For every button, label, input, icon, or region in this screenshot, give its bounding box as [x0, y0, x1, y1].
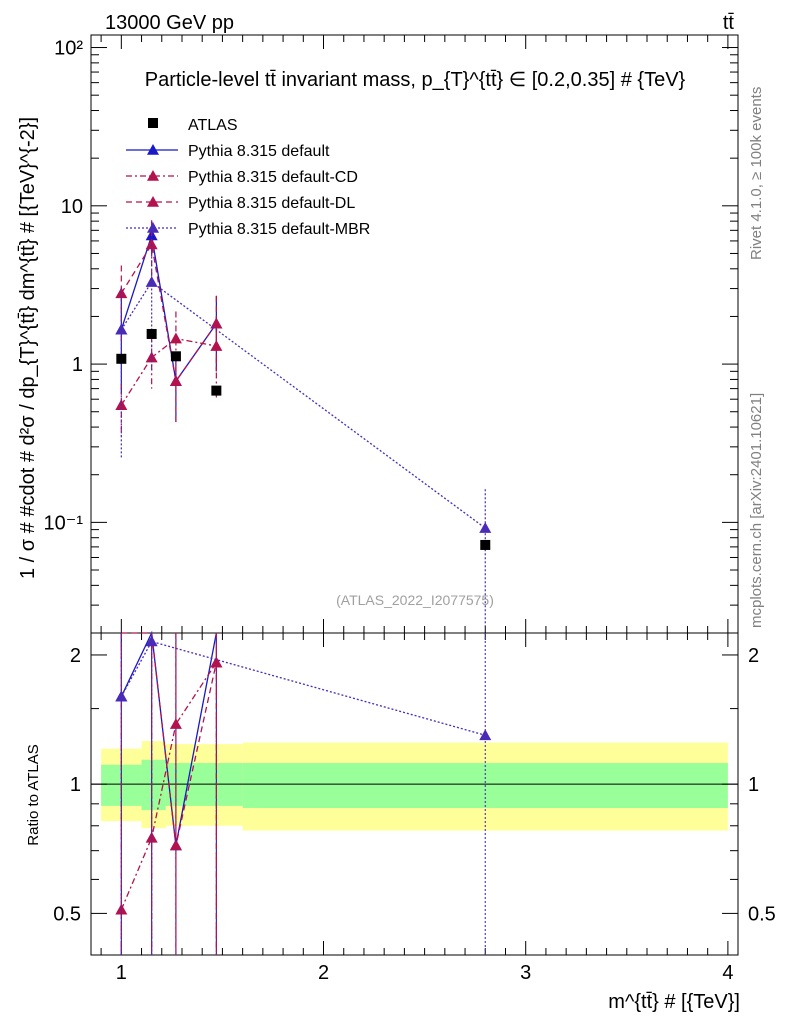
series-3-ratio-line — [120, 640, 486, 736]
series-2-ratio-marker — [210, 656, 223, 668]
ratio-y-tick-label: 0.5 — [53, 903, 81, 925]
main-series-layer — [115, 220, 492, 627]
series-1-line — [120, 337, 217, 406]
legend-marker-series-0 — [147, 144, 159, 155]
legend-marker-series-1 — [147, 170, 159, 181]
y-tick-label: 1 — [72, 354, 83, 376]
legend-marker-series-3 — [147, 222, 159, 233]
legend-label-series-0: Pythia 8.315 default — [188, 143, 330, 160]
series-3-marker — [115, 323, 128, 335]
y-axis-label: 1 / σ # #cdot # d²σ / dp_{T}^{tt̄} dm^{t… — [17, 117, 39, 579]
series-2-ratio-marker — [169, 839, 182, 851]
legend: ATLAS Pythia 8.315 default Pythia 8.315 de… — [126, 117, 370, 238]
atlas-data-point — [211, 385, 222, 396]
atlas-data-point — [170, 351, 181, 362]
series-3-marker — [145, 276, 158, 287]
legend-label-atlas: ATLAS — [188, 117, 238, 134]
series-3-ratio-marker — [145, 635, 158, 647]
series-3-ratio-marker — [479, 729, 492, 741]
series-3-ratio-marker — [115, 690, 128, 702]
series-2-marker — [210, 317, 223, 329]
ratio-y-tick-label: 1 — [70, 774, 81, 796]
ratio-axes: 1 2 3 4 0.5 0.5 1 1 2 2 — [53, 633, 776, 984]
atlas-data-point — [480, 539, 491, 550]
series-0-ratio-line — [120, 630, 217, 846]
series-2-marker — [169, 375, 182, 386]
chart-title: Particle-level tt̄ invariant mass, p_{T}… — [145, 69, 686, 91]
x-axis-label: m^{tt̄} # [{TeV}] — [608, 991, 740, 1013]
y-tick-label: 10² — [54, 38, 83, 60]
series-2-line — [120, 242, 217, 383]
ratio-frame — [90, 632, 739, 956]
atlas-data-point — [116, 353, 127, 364]
stat-uncertainty-band — [141, 759, 166, 811]
x-tick-label: 2 — [318, 962, 329, 984]
atlas-data-point — [146, 328, 157, 339]
ratio-y-axis-label: Ratio to ATLAS — [25, 744, 42, 845]
x-tick-label: 1 — [116, 962, 127, 984]
process-label: tt̄ — [723, 12, 735, 34]
series-1-marker — [210, 340, 223, 351]
series-3-marker — [479, 522, 492, 533]
y-tick-label: 10⁻¹ — [44, 512, 84, 534]
energy-label: 13000 GeV pp — [105, 12, 234, 34]
x-tick-label: 4 — [722, 962, 733, 984]
x-tick-label: 3 — [520, 962, 531, 984]
watermark-label: (ATLAS_2022_I2077575) — [336, 592, 494, 608]
series-2-ratio-line — [121, 632, 217, 846]
main-axes: 10⁻¹ 1 10 10² — [44, 35, 738, 634]
ratio-y-tick-label: 1 — [748, 774, 759, 796]
series-1-ratio-line — [120, 662, 217, 910]
legend-label-series-2: Pythia 8.315 default-DL — [188, 195, 355, 212]
legend-label-series-1: Pythia 8.315 default-CD — [188, 169, 358, 186]
series-1-marker — [169, 332, 182, 344]
rivet-version-label: Rivet 4.1.0, ≥ 100k events — [748, 87, 765, 260]
ratio-y-tick-label: 2 — [70, 645, 81, 667]
y-tick-label: 10 — [61, 196, 83, 218]
ratio-series-layer — [115, 630, 492, 955]
ratio-y-tick-label: 2 — [748, 645, 759, 667]
legend-marker-series-2 — [147, 196, 159, 207]
ratio-uncertainty-bands — [101, 741, 728, 831]
legend-label-series-3: Pythia 8.315 default-MBR — [188, 221, 370, 238]
legend-marker-atlas — [148, 118, 158, 128]
ratio-y-tick-label: 0.5 — [748, 903, 776, 925]
series-2-marker — [145, 238, 158, 250]
mcplots-label: mcplots.cern.ch [arXiv:2401.10621] — [748, 393, 765, 628]
